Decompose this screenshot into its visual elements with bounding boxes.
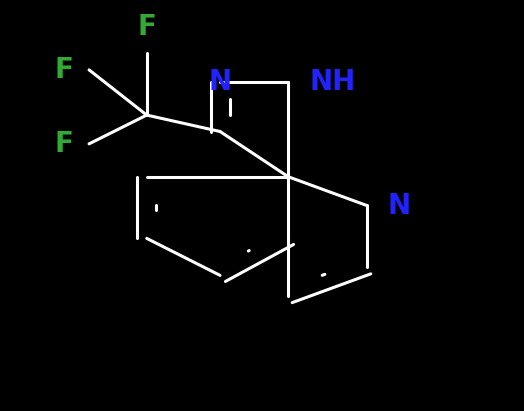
Text: F: F [54,56,73,84]
Text: F: F [137,13,156,41]
Text: F: F [54,130,73,158]
Text: N: N [209,68,232,96]
Text: NH: NH [309,68,355,96]
Text: N: N [388,192,411,219]
